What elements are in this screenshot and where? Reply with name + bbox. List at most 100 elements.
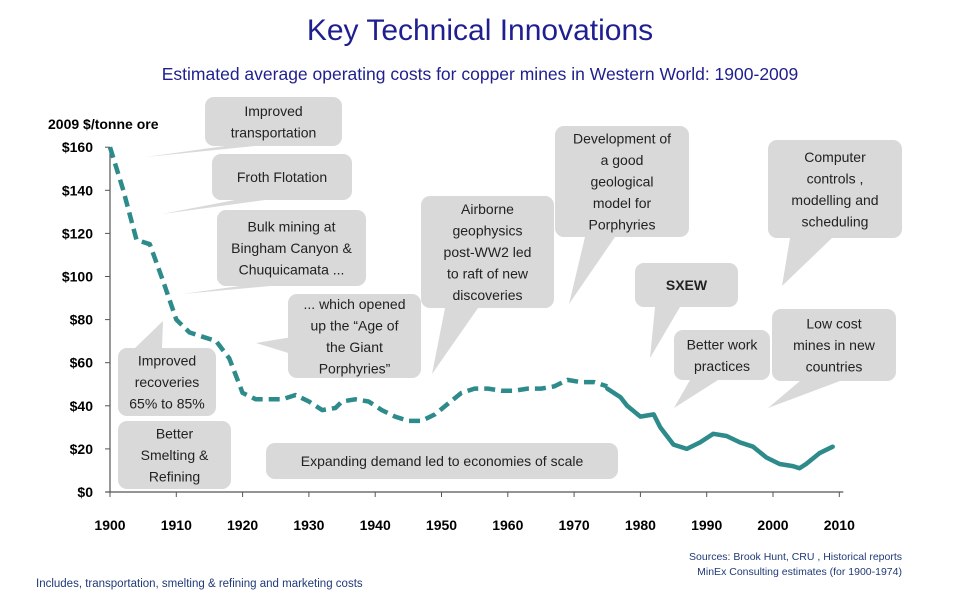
annotation-line: recoveries	[135, 374, 200, 390]
annotation-bubble: ... which opened up the “Age of the Giant P…	[256, 294, 421, 378]
series-line-2	[605, 386, 835, 471]
annotation-line: mines in new	[793, 337, 876, 353]
annotation-line: post-WW2 led	[444, 244, 532, 260]
x-tick-label: 1990	[691, 517, 722, 533]
y-tick-label: $0	[77, 484, 93, 500]
annotation-line: Porphyries	[589, 217, 656, 233]
annotation-line: scheduling	[802, 213, 869, 229]
bubble-box	[266, 443, 618, 479]
series-line-1	[107, 146, 608, 424]
sources-note: Sources: Brook Hunt, CRU , Historical re…	[689, 550, 902, 580]
series-lines	[107, 146, 835, 471]
annotation-line: model for	[593, 195, 652, 211]
annotation-line: Better work	[687, 336, 759, 352]
y-tick-label: $20	[70, 441, 94, 457]
annotation-line: practices	[694, 358, 750, 374]
annotation-bubble: Froth Flotation	[162, 154, 352, 214]
annotation-bubble: Better work practices	[674, 330, 770, 408]
bubble-box	[118, 421, 231, 489]
annotation-line: Better	[156, 426, 194, 442]
bubble-box	[768, 140, 902, 238]
annotation-line: Froth Flotation	[237, 169, 327, 185]
y-tick-label: $140	[62, 182, 93, 198]
bubble-box	[118, 348, 216, 416]
annotation-line: Expanding demand led to economies of sca…	[301, 453, 584, 469]
y-tick-label: $60	[70, 355, 94, 371]
y-tick-label: $160	[62, 139, 93, 155]
annotation-bubble: Computer controls , modelling and schedulin…	[768, 140, 902, 286]
x-tick-label: 1900	[94, 517, 125, 533]
annotation-line: the Giant	[326, 339, 383, 355]
annotation-line: Improved	[244, 103, 302, 119]
annotation-bubble: Better Smelting & Refining	[118, 421, 231, 489]
x-tick-label: 1950	[426, 517, 457, 533]
bubble-box	[205, 97, 342, 146]
bubble-pointer	[182, 286, 270, 294]
annotation-bubble: Development of a good geological model for P…	[555, 126, 689, 304]
annotation-line: Smelting &	[141, 447, 209, 463]
annotation-line: Porphyries”	[319, 360, 391, 376]
chart-subtitle: Estimated average operating costs for co…	[161, 64, 799, 84]
annotation-line: a good	[601, 152, 644, 168]
annotation-line: Computer	[804, 149, 866, 165]
bubble-pointer	[162, 200, 265, 214]
annotation-line: countries	[806, 359, 863, 375]
annotation-bubble: Improved recoveries 65% to 85%	[118, 321, 216, 416]
sources-line-1: Sources: Brook Hunt, CRU , Historical re…	[689, 551, 902, 563]
bubble-box	[635, 263, 738, 307]
annotation-line: geological	[590, 174, 653, 190]
annotation-bubbles: Improved transportation Froth Flotation Bul…	[118, 97, 902, 489]
annotation-line: geophysics	[452, 223, 522, 239]
x-tick-label: 1910	[161, 517, 192, 533]
annotation-line: ... which opened	[304, 296, 406, 312]
bubble-box	[555, 126, 689, 237]
annotation-line: 65% to 85%	[129, 396, 205, 412]
annotation-line: discoveries	[452, 287, 522, 303]
footnote: Includes, transportation, smelting & ref…	[36, 578, 363, 590]
bubble-box	[772, 309, 896, 381]
annotation-bubble: Improved transportation	[146, 97, 342, 157]
x-tick-label: 1960	[492, 517, 523, 533]
annotation-line: Improved	[138, 353, 196, 369]
annotation-line: up the “Age of	[311, 317, 399, 333]
annotation-line: Airborne	[461, 201, 514, 217]
bubble-pointer	[569, 237, 615, 304]
y-tick-label: $120	[62, 225, 93, 241]
bubble-pointer	[768, 381, 840, 408]
bubble-pointer	[674, 380, 718, 408]
bubble-box	[421, 196, 554, 308]
axes: 1900 1910 1920 1930 1940 1950 1960 1970 1980 1990…	[48, 116, 855, 533]
x-tick-label: 1940	[360, 517, 391, 533]
annotation-line: transportation	[231, 124, 317, 140]
y-tick-label: $100	[62, 269, 93, 285]
bubble-pointer	[146, 146, 255, 157]
annotation-line: Bingham Canyon &	[231, 240, 352, 256]
bubble-box	[674, 330, 770, 380]
annotation-line: Bulk mining at	[248, 219, 336, 235]
annotation-line: Low cost	[806, 316, 861, 332]
x-tick-label: 1920	[227, 517, 258, 533]
annotation-line: modelling and	[791, 192, 878, 208]
bubble-pointer	[432, 308, 478, 374]
x-tick-label: 1930	[293, 517, 324, 533]
annotation-bubble: Expanding demand led to economies of sca…	[266, 443, 618, 479]
chart-title: Key Technical Innovations	[306, 14, 654, 47]
bubble-pointer	[782, 238, 832, 286]
annotation-bubble: Low cost mines in new countries	[768, 309, 896, 408]
y-axis-label: 2009 $/tonne ore	[48, 116, 159, 132]
annotation-bubble: Airborne geophysics post-WW2 led to raft of…	[421, 196, 554, 374]
y-tick-label: $80	[70, 312, 94, 328]
annotation-line: SXEW	[666, 277, 708, 293]
bubble-box	[217, 210, 366, 286]
bubble-pointer	[256, 336, 298, 356]
annotation-line: Chuquicamata ...	[239, 262, 345, 278]
bubble-pointer	[650, 307, 680, 358]
sources-line-2: MinEx Consulting estimates (for 1900-197…	[697, 566, 902, 578]
y-tick-label: $40	[70, 398, 94, 414]
annotation-line: Refining	[149, 469, 200, 485]
x-tick-label: 2000	[757, 517, 788, 533]
annotation-line: to raft of new	[447, 266, 529, 282]
x-tick-label: 2010	[824, 517, 855, 533]
bubble-box	[288, 294, 421, 378]
